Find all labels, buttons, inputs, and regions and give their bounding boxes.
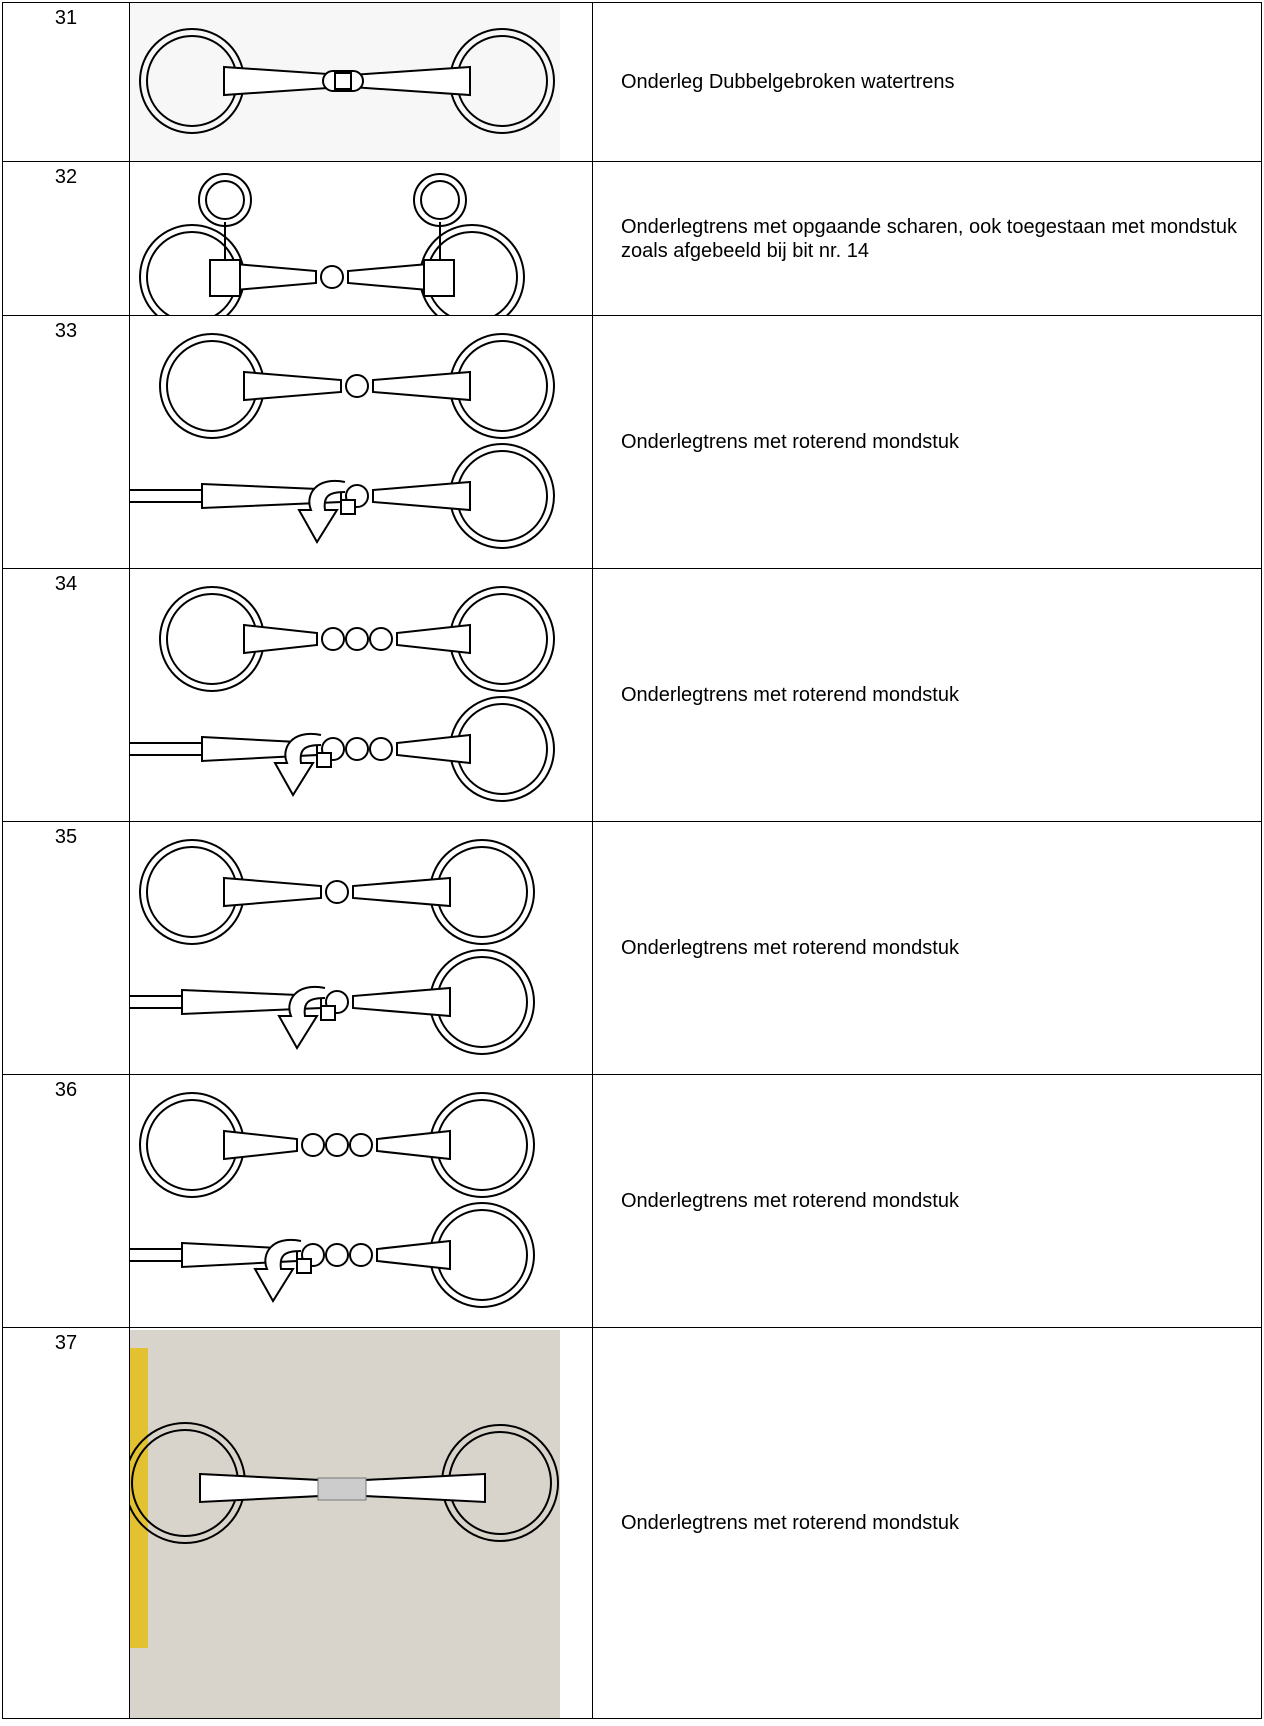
drawing-part [345,627,369,651]
drawing-part [297,479,346,544]
drawing-part [325,1243,349,1267]
row-image [130,162,592,315]
drawing-part [277,985,326,1050]
row-description: Onderlegtrens met roterend mondstuk [621,1512,959,1534]
drawing-part [396,733,471,765]
drawing-part [334,72,352,90]
row-description-cell: Onderlegtrens met roterend mondstuk [592,1075,1262,1327]
drawing-part [352,986,451,1018]
row-description: Onderlegtrens met roterend mondstuk [621,937,959,959]
drawing-part [376,1239,451,1271]
drawing-part [369,627,393,651]
row-description-cell: Onderlegtrens met roterend mondstuk [592,822,1262,1074]
drawing-part [320,265,344,289]
drawing-part [349,1133,373,1157]
row-description-cell: Onderlegtrens met opgaande scharen, ook … [592,162,1262,315]
drawing-part [243,370,342,402]
row-number: 34 [2,569,130,821]
row-number: 35 [2,822,130,1074]
table-row: 35 Onderlegtrens met roterend mondstuk [2,821,1262,1075]
drawing-part [325,880,349,904]
drawing-part [420,180,460,220]
table-row: 33 Onderlegtrens met roterend mondstuk [2,315,1262,569]
drawing-part [372,370,471,402]
drawing-part [345,374,369,398]
drawing-part [130,489,213,503]
row-image [130,1328,592,1718]
drawing-part [130,1330,560,1718]
bit-illustration [130,586,555,802]
drawing-part [243,623,318,655]
bit-illustration [130,3,560,161]
drawing-part [273,732,322,797]
row-image [130,822,592,1074]
drawing-part [340,499,356,515]
bit-illustration [130,839,535,1055]
drawing-part [413,173,467,227]
drawing-part [320,1005,336,1021]
row-description-cell: Onderleg Dubbelgebroken watertrens [592,3,1262,161]
row-description: Onderlegtrens met roterend mondstuk [621,1190,959,1212]
row-description: Onderlegtrens met opgaande scharen, ook … [621,215,1237,262]
row-image [130,316,592,568]
drawing-part [352,876,451,908]
drawing-part [396,623,471,655]
row-description: Onderlegtrens met roterend mondstuk [621,684,959,706]
drawing-part [205,180,245,220]
row-number: 31 [2,3,130,161]
drawing-part [364,1472,486,1504]
drawing-part [198,173,252,227]
drawing-part [209,259,241,297]
drawing-part [369,737,393,761]
row-description-cell: Onderlegtrens met roterend mondstuk [592,316,1262,568]
row-image [130,3,592,161]
bit-illustration [130,333,555,549]
table-row: 31 Onderleg Dubbelgebroken watertrens [2,2,1262,162]
row-image [130,1075,592,1327]
drawing-part [296,1258,312,1274]
table-row: 34 Onderlegtrens met roterend mondstuk [2,568,1262,822]
bit-illustration [130,1330,560,1718]
row-number: 33 [2,316,130,568]
row-description: Onderlegtrens met roterend mondstuk [621,431,959,453]
drawing-part [199,1472,321,1504]
drawing-part [345,737,369,761]
drawing-part [223,1129,298,1161]
drawing-part [301,1133,325,1157]
drawing-part [316,752,332,768]
drawing-part [376,1129,451,1161]
row-description-cell: Onderlegtrens met roterend mondstuk [592,1328,1262,1718]
drawing-part [321,627,345,651]
bit-illustration [130,1092,535,1308]
row-description-cell: Onderlegtrens met roterend mondstuk [592,569,1262,821]
drawing-part [325,1133,349,1157]
drawing-part [349,1243,373,1267]
row-number: 36 [2,1075,130,1327]
bit-illustration [139,173,525,315]
drawing-part [130,1348,148,1648]
drawing-part [253,1238,302,1303]
table-row: 37 Onderlegtrens met roterend mondstuk [2,1327,1262,1719]
drawing-part [130,742,213,756]
table-row: 36 Onderlegtrens met roterend mondstuk [2,1074,1262,1328]
row-number: 37 [2,1328,130,1718]
row-image [130,569,592,821]
drawing-part [223,876,322,908]
drawing-part [372,480,471,512]
row-number: 32 [2,162,130,315]
table-row: 32 Onderlegtrens met opgaande scharen, oo… [2,161,1262,316]
row-description: Onderleg Dubbelgebroken watertrens [621,71,955,93]
drawing-part [317,1477,367,1501]
drawing-part [423,259,455,297]
